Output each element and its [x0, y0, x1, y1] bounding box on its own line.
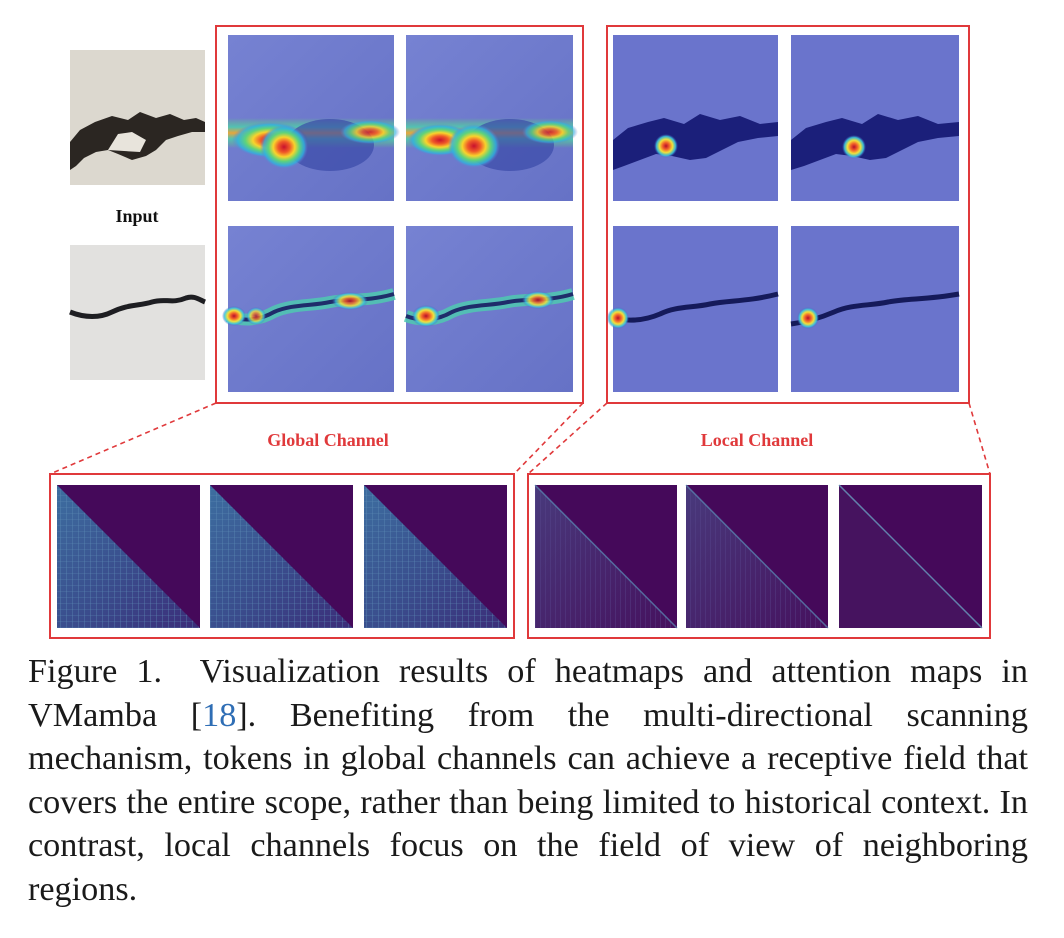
input-crack-image-2	[70, 245, 205, 380]
global-attention-map-2	[210, 485, 353, 628]
caption-text-after-ref: ]. Benefiting from the multi-directional…	[28, 696, 1028, 908]
global-attention-frame	[49, 473, 515, 639]
global-heatmaps-frame	[215, 25, 584, 404]
global-heatmap-bottom-right	[403, 226, 575, 392]
local-attention-map-2	[685, 484, 829, 629]
local-heatmap-bottom-right	[790, 226, 960, 392]
global-heatmap-top-left	[228, 35, 400, 201]
local-heatmap-bottom-left	[607, 226, 779, 392]
citation-link[interactable]: 18	[202, 696, 237, 734]
global-channel-label: Global Channel	[267, 430, 389, 450]
dashed-connectors	[49, 402, 991, 475]
local-attention-map-1	[534, 484, 678, 629]
figure-caption: Figure 1. Visualization results of heatm…	[28, 650, 1028, 912]
crack-shape-2	[69, 294, 207, 319]
local-heatmaps-frame	[606, 25, 970, 404]
caption-text-before-ref: Visualization results of heatmaps and at…	[28, 653, 1028, 734]
caption-prefix: Figure 1.	[28, 653, 162, 690]
global-heatmap-top-right	[406, 35, 578, 201]
local-heatmap-top-left	[613, 35, 778, 201]
local-attention-map-3	[838, 484, 983, 629]
figure-graphic: Input	[49, 25, 991, 639]
global-attention-map-1	[57, 485, 200, 628]
input-label: Input	[115, 206, 158, 226]
input-images: Input	[69, 50, 207, 380]
local-channel-label: Local Channel	[701, 430, 814, 450]
local-heatmap-top-right	[791, 35, 959, 201]
local-attention-frame	[527, 473, 991, 639]
global-attention-map-3	[364, 485, 507, 628]
global-heatmap-bottom-left	[222, 226, 396, 392]
